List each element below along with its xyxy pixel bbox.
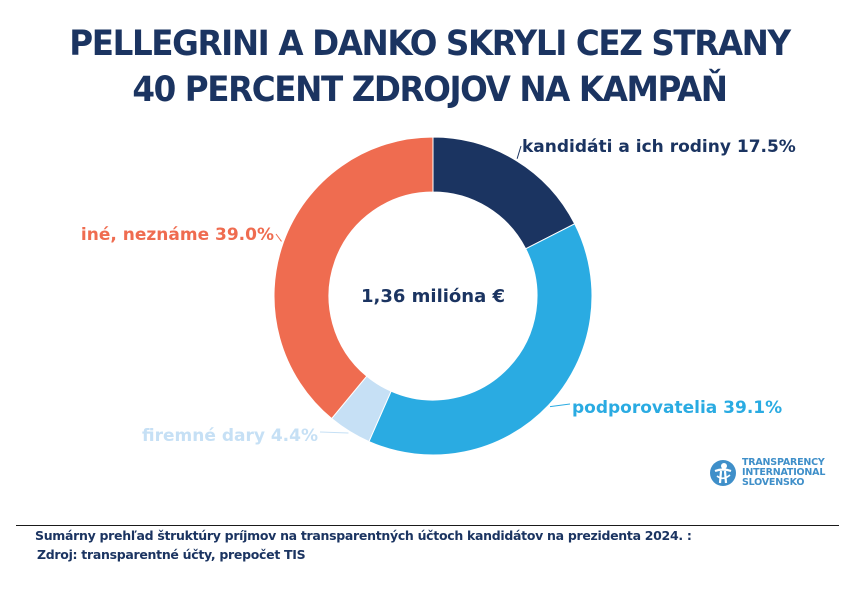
leader-line-podporovatelia	[549, 403, 571, 408]
leader-line-firemne-dary	[319, 431, 349, 434]
leader-line-kandidati	[516, 145, 522, 159]
logo-text-line-3: SLOVENSKO	[742, 477, 805, 488]
slice-label-podporovatelia: podporovatelia 39.1%	[572, 398, 782, 418]
leader-line-ine-nezname	[275, 233, 282, 242]
donut-slice-podporovatelia	[368, 223, 593, 456]
transparency-international-logo: TRANSPARENCY INTERNATIONAL SLOVENSKO	[709, 458, 834, 490]
logo-text-line-1: TRANSPARENCY	[742, 457, 825, 468]
chart-title-line-2: 40 PERCENT ZDROJOV NA KAMPAŇ	[132, 70, 728, 110]
donut-chart: 1,36 milióna € kandidáti a ich rodiny 17…	[81, 136, 796, 456]
footer-note: Sumárny prehľad štruktúry príjmov na tra…	[35, 528, 692, 543]
footer-divider	[16, 525, 839, 526]
slice-label-firemne-dary: firemné dary 4.4%	[142, 426, 318, 446]
footer-source: Zdroj: transparentné účty, prepočet TIS	[37, 547, 306, 562]
transparency-international-logo-icon	[710, 460, 736, 486]
chart-title-line-1: PELLEGRINI A DANKO SKRYLI CEZ STRANY	[69, 24, 791, 64]
center-total-label: 1,36 milióna €	[361, 286, 505, 307]
slice-label-ine-nezname: iné, neznáme 39.0%	[81, 225, 274, 245]
logo-text-line-2: INTERNATIONAL	[742, 467, 826, 478]
slice-label-kandidati: kandidáti a ich rodiny 17.5%	[522, 137, 796, 157]
donut-slice-ine-nezname	[273, 136, 434, 420]
